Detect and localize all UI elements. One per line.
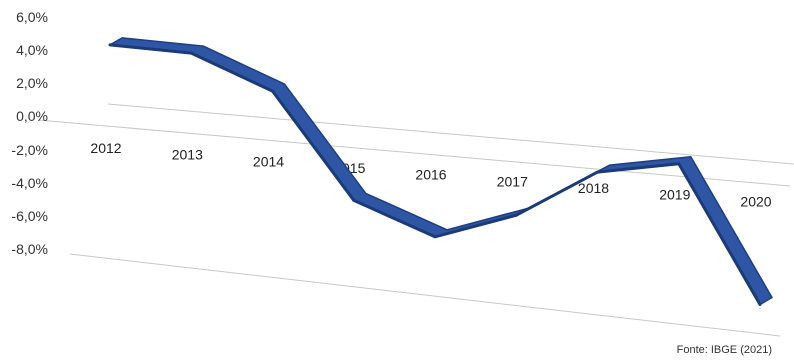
data-point-2019 bbox=[677, 162, 681, 166]
y-tick-label: -6,0% bbox=[11, 208, 48, 224]
gridlines bbox=[37, 103, 794, 337]
source-note: Fonte: IBGE (2021) bbox=[676, 344, 772, 356]
data-point-2020 bbox=[758, 303, 762, 306]
y-tick-label: -8,0% bbox=[11, 241, 48, 257]
y-axis-tick-labels: 6,0% 4,0% 2,0% 0,0% -2,0% -4,0% -6,0% -8,0% bbox=[11, 9, 48, 257]
series-ribbon bbox=[108, 37, 773, 306]
data-point-2013 bbox=[189, 51, 193, 55]
x-category-label: 2019 bbox=[659, 187, 690, 203]
y-tick-label: 6,0% bbox=[16, 9, 48, 25]
x-category-label: 2016 bbox=[415, 167, 446, 183]
data-point-2016 bbox=[433, 235, 437, 239]
x-category-label: 2017 bbox=[497, 173, 528, 189]
y-tick-label: -4,0% bbox=[11, 175, 48, 191]
data-point-2012 bbox=[108, 43, 112, 47]
y-tick-label: 2,0% bbox=[16, 75, 48, 91]
x-category-label: 2013 bbox=[172, 147, 203, 163]
gridline-1 bbox=[107, 103, 794, 165]
x-category-label: 2020 bbox=[740, 193, 771, 209]
x-category-label: 2018 bbox=[578, 180, 609, 196]
y-tick-label: 0,0% bbox=[16, 108, 48, 124]
data-point-2015 bbox=[352, 198, 356, 202]
gridline-2 bbox=[37, 119, 791, 187]
data-point-2017 bbox=[514, 213, 518, 217]
data-point-2014 bbox=[271, 89, 274, 93]
x-category-label: 2014 bbox=[253, 153, 284, 169]
gridline-3 bbox=[69, 253, 781, 337]
y-tick-label: -2,0% bbox=[11, 142, 48, 158]
x-axis-category-labels: 2012 2013 2014 2015 2016 2017 2018 2019 2020 bbox=[90, 140, 771, 209]
y-tick-label: 4,0% bbox=[16, 42, 48, 58]
x-category-label: 2012 bbox=[90, 140, 121, 156]
data-point-2018 bbox=[596, 170, 599, 174]
